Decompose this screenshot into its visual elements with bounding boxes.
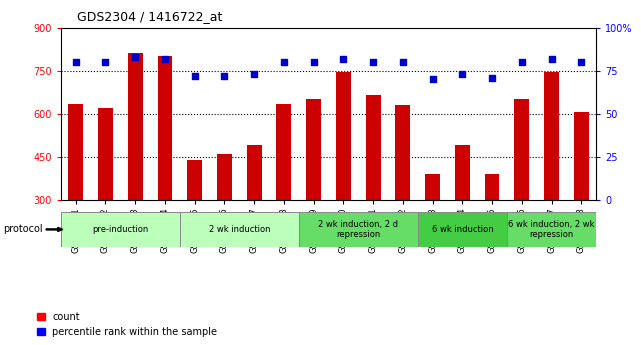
Point — [576, 59, 587, 65]
Bar — [61, 212, 180, 247]
Point — [190, 73, 200, 79]
Point — [428, 77, 438, 82]
Point — [368, 59, 378, 65]
Point — [338, 56, 349, 61]
Bar — [299, 212, 418, 247]
Bar — [395, 105, 410, 286]
Point — [160, 56, 170, 61]
Point — [130, 54, 140, 60]
Text: GDS2304 / 1416722_at: GDS2304 / 1416722_at — [77, 10, 222, 23]
Bar — [69, 104, 83, 286]
Text: 2 wk induction, 2 d
repression: 2 wk induction, 2 d repression — [318, 220, 398, 239]
Text: 2 wk induction: 2 wk induction — [208, 225, 270, 234]
Bar — [306, 99, 321, 286]
Bar — [544, 72, 559, 286]
Point — [546, 56, 556, 61]
Legend: count, percentile rank within the sample: count, percentile rank within the sample — [37, 312, 217, 337]
Point — [219, 73, 229, 79]
Text: 6 wk induction, 2 wk
repression: 6 wk induction, 2 wk repression — [508, 220, 595, 239]
Bar — [507, 212, 596, 247]
Point — [517, 59, 527, 65]
Point — [71, 59, 81, 65]
Bar — [247, 146, 262, 286]
Point — [397, 59, 408, 65]
Bar — [98, 108, 113, 286]
Bar — [180, 212, 299, 247]
Point — [308, 59, 319, 65]
Point — [249, 71, 260, 77]
Bar — [514, 99, 529, 286]
Text: pre-induction: pre-induction — [92, 225, 149, 234]
Bar — [158, 56, 172, 286]
Point — [101, 59, 111, 65]
Bar — [276, 104, 292, 286]
Bar — [187, 160, 202, 286]
Bar — [336, 72, 351, 286]
Point — [457, 71, 467, 77]
Bar — [128, 53, 143, 286]
Point — [279, 59, 289, 65]
Text: protocol: protocol — [3, 225, 43, 234]
Bar — [425, 174, 440, 286]
Bar — [574, 112, 588, 286]
Bar — [365, 95, 381, 286]
Text: 6 wk induction: 6 wk induction — [431, 225, 493, 234]
Bar — [485, 174, 499, 286]
Point — [487, 75, 497, 80]
Bar — [418, 212, 507, 247]
Bar — [217, 154, 232, 286]
Bar — [455, 146, 470, 286]
